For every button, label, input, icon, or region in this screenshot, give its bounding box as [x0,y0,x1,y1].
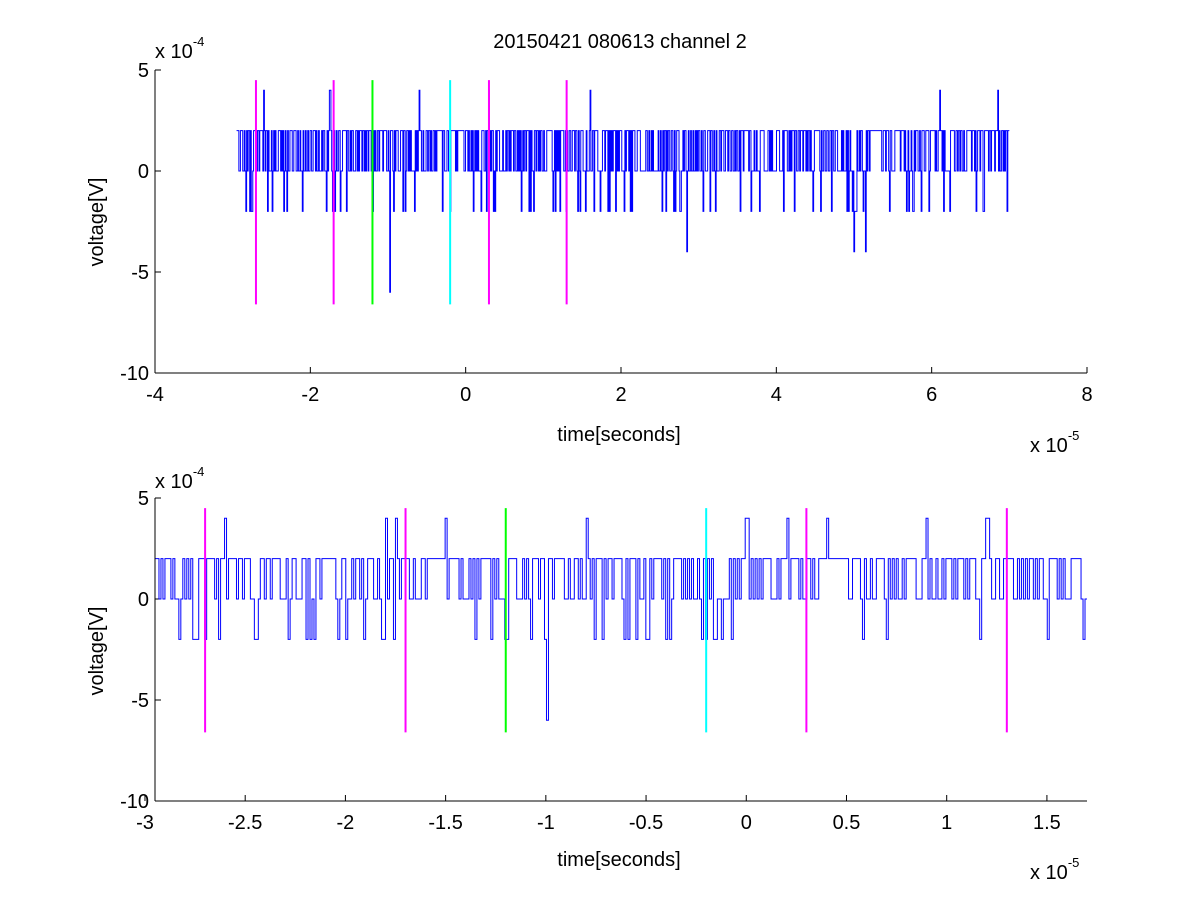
x-tick-label: 0.5 [833,812,861,834]
chart-title: 20150421 080613 channel 2 [493,31,747,53]
x-tick-label: -0.5 [629,812,663,834]
top-subplot: 20150421 080613 channel 2 x 10-4 voltage… [86,31,1093,457]
x-scale-factor: x 10-5 [1030,428,1079,457]
x-tick-label: -2.5 [228,812,262,834]
y-tick-label: -10 [120,363,149,385]
x-tick-label: -2 [337,812,355,834]
x-tick-label: 8 [1081,384,1092,406]
x-scale-exponent: -5 [1068,428,1080,443]
voltage-trace [236,89,1010,293]
y-scale-exponent: -4 [193,34,205,49]
y-scale-factor: x 10-4 [155,34,204,63]
y-axis-label: voltage[V] [86,178,108,267]
y-tick-label: -10 [120,791,149,813]
x-axis-label: time[seconds] [557,424,680,446]
x-tick-label: 6 [926,384,937,406]
x-tick-label: 1.5 [1033,812,1061,834]
x-tick-label: 0 [741,812,752,834]
x-tick-label: -2 [301,384,319,406]
x-tick-label: 0 [460,384,471,406]
x-tick-label: -1 [537,812,555,834]
x-tick-label: -4 [146,384,164,406]
x-scale-exponent: -5 [1068,855,1080,870]
x-tick-label: -1.5 [428,812,462,834]
y-axis-label: voltage[V] [86,607,108,696]
x-tick-label: 4 [771,384,782,406]
y-tick-label: 5 [138,488,149,510]
y-tick-label: 0 [138,589,149,611]
x-tick-label: 1 [941,812,952,834]
y-tick-label: 0 [138,161,149,183]
x-scale-factor: x 10-5 [1030,855,1079,884]
y-tick-label: -5 [131,690,149,712]
x-tick-label: -3 [136,812,154,834]
y-scale-factor: x 10-4 [155,464,204,493]
y-scale-exponent: -4 [193,464,205,479]
bottom-subplot: x 10-4 voltage[V] time[seconds] x 10-5 -… [86,464,1087,884]
x-axis-label: time[seconds] [557,849,680,871]
voltage-trace [155,517,1087,721]
y-tick-label: -5 [131,262,149,284]
x-tick-label: 2 [615,384,626,406]
y-tick-label: 5 [138,60,149,82]
